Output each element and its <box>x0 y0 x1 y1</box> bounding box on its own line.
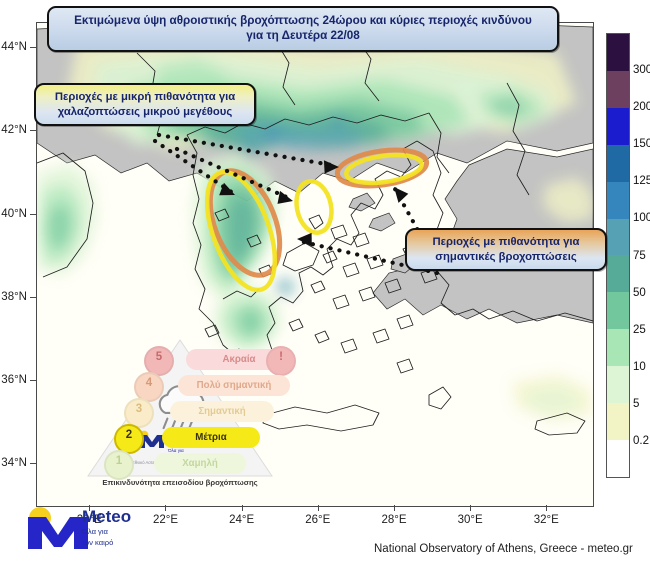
brand-word: Meteo <box>82 507 132 526</box>
lat-tick-5: 34°N <box>1 457 27 470</box>
annotation-arrows <box>152 132 440 276</box>
lat-tick-mark-4 <box>30 380 36 382</box>
svg-text:Όλα για: Όλα για <box>167 448 184 453</box>
colorbar-segment-5 <box>607 366 629 404</box>
colorbar-tick-5: 5 <box>633 397 640 410</box>
lon-tick-mark-5 <box>470 505 472 511</box>
lon-tick-mark-2 <box>241 505 243 511</box>
callout-hail-line-1: Περιοχές με μικρή πιθανότητα για <box>54 91 236 103</box>
meteo-brand-logo <box>28 507 88 549</box>
lat-tick-mark-2 <box>30 213 36 215</box>
colorbar-segment-150 <box>607 107 629 145</box>
brand-sub-1: Όλα για <box>82 527 108 536</box>
callout-rain-risk: Περιοχές με πιθανότητα για σημαντικές βρ… <box>405 228 607 272</box>
colorbar-segment-0 <box>607 439 629 477</box>
colorbar-segment-75 <box>607 218 629 256</box>
colorbar-tick-300: 300 <box>633 64 650 77</box>
colorbar-tick-125: 125 <box>633 175 650 188</box>
callout-hail-risk: Περιοχές με μικρή πιθανότητα για χαλαζοπ… <box>34 83 256 127</box>
colorbar-segment-50 <box>607 255 629 293</box>
arrow-heads <box>219 160 409 247</box>
lat-tick-2: 40°N <box>1 207 27 220</box>
lat-tick-4: 36°N <box>1 374 27 387</box>
colorbar-segment-0.2 <box>607 403 629 440</box>
lon-tick-1: 22°E <box>152 514 178 526</box>
severity-pyramid-legend: Meteo Όλα για τον καιρό Εθνικό Αστεροσκο… <box>60 336 300 496</box>
ellipse-epirus-inner <box>204 169 278 293</box>
pyramid-level-label-3: Σημαντική <box>170 401 274 422</box>
colorbar-tick-25: 25 <box>633 323 646 336</box>
lon-tick-mark-6 <box>546 505 548 511</box>
meteo-brand-text: Meteo Όλα για τον καιρό <box>82 508 131 548</box>
lon-tick-mark-0 <box>89 505 91 511</box>
lon-tick-2: 24°E <box>229 514 255 526</box>
colorbar-segment-200 <box>607 70 629 108</box>
ellipse-macedonia-outer <box>334 147 430 189</box>
colorbar-segment-25 <box>607 292 629 330</box>
lat-tick-1: 42°N <box>1 124 27 137</box>
colorbar-tick-0.2: 0.2 <box>633 434 649 447</box>
precipitation-colorbar <box>606 33 630 478</box>
pyramid-caption: Επικινδυνότητα επεισοδίου βροχόπτωσης <box>102 478 258 487</box>
pyramid-level-label-5: Ακραία <box>186 349 292 370</box>
lon-tick-5: 30°E <box>457 514 483 526</box>
pyramid-level-label-2: Μέτρια <box>162 427 260 448</box>
callout-hail-line-2: χαλαζοπτώσεις μικρού μεγέθους <box>57 105 233 118</box>
ellipse-central-greece <box>294 179 334 235</box>
lat-tick-mark-5 <box>30 463 36 465</box>
pyramid-level-label-4: Πολύ σημαντική <box>178 375 290 396</box>
lon-tick-3: 26°E <box>305 514 331 526</box>
callout-rain-line-2: σημαντικές βροχοπτώσεις <box>435 250 577 263</box>
lon-tick-mark-4 <box>393 505 395 511</box>
colorbar-segment-10 <box>607 329 629 367</box>
colorbar-tick-50: 50 <box>633 286 646 299</box>
callout-rain-line-1: Περιοχές με πιθανότητα για <box>432 236 580 248</box>
lat-tick-3: 38°N <box>1 290 27 303</box>
lat-tick-mark-3 <box>30 296 36 298</box>
title-line-1: Εκτιμώμενα ύψη αθροιστικής βροχόπτωσης 2… <box>74 14 532 27</box>
colorbar-tick-75: 75 <box>633 249 646 262</box>
title-line-2: για τη Δευτέρα 22/08 <box>246 29 360 43</box>
lat-tick-0: 44°N <box>1 40 27 53</box>
pyramid-level-label-1: Χαμηλή <box>154 453 246 474</box>
lat-tick-mark-0 <box>30 46 36 48</box>
lon-tick-mark-3 <box>317 505 319 511</box>
colorbar-tick-100: 100 <box>633 212 650 225</box>
pyramid-level-number-1: 1 <box>104 450 134 480</box>
pyramid-warning-icon: ! <box>266 346 296 376</box>
ellipse-macedonia-inner <box>344 152 424 186</box>
map-title: Εκτιμώμενα ύψη αθροιστικής βροχόπτωσης 2… <box>47 6 559 52</box>
colorbar-segment-300+ <box>607 34 629 71</box>
colorbar-tick-10: 10 <box>633 360 646 373</box>
lat-tick-mark-1 <box>30 130 36 132</box>
brand-sub-2: τον καιρό <box>82 538 114 548</box>
lon-tick-4: 28°E <box>381 514 407 526</box>
colorbar-tick-200: 200 <box>633 101 650 114</box>
colorbar-segment-100 <box>607 181 629 219</box>
colorbar-segment-125 <box>607 144 629 182</box>
colorbar-tick-150: 150 <box>633 138 650 151</box>
lon-tick-mark-1 <box>165 505 167 511</box>
lon-tick-6: 32°E <box>533 514 559 526</box>
attribution-text: National Observatory of Athens, Greece -… <box>374 543 633 555</box>
